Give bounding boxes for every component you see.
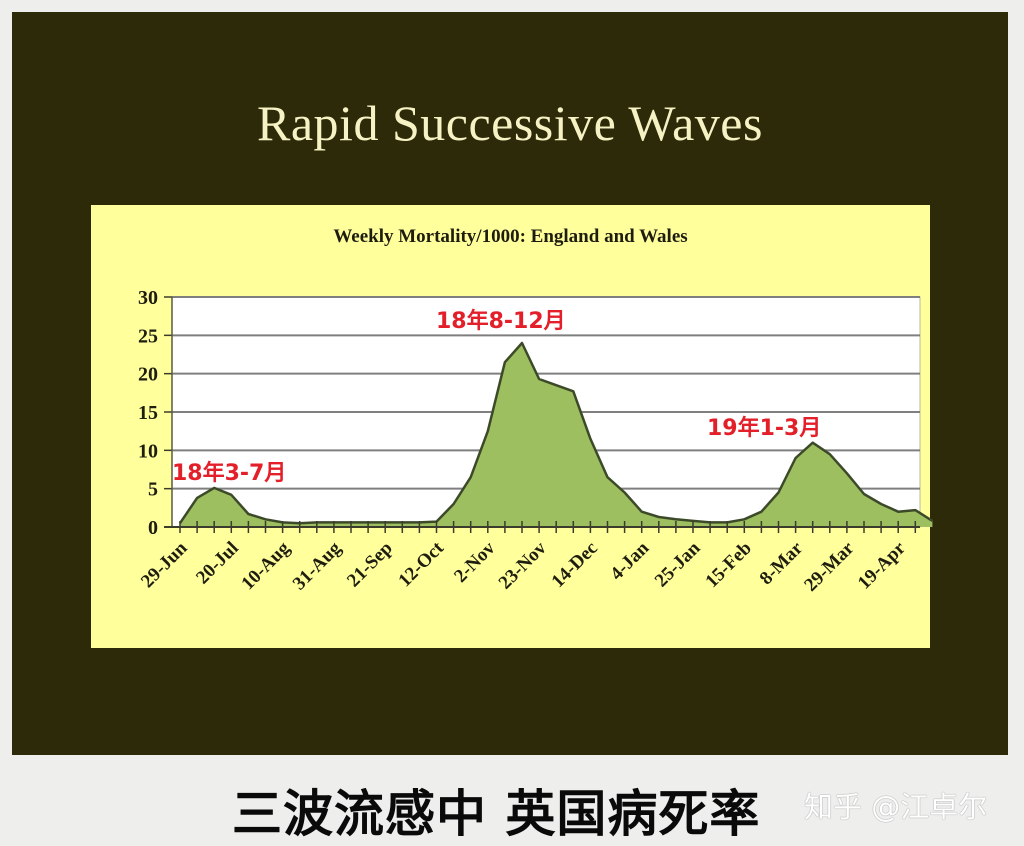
caption-bar: 三波流感中 英国病死率 知乎 @江卓尔	[0, 768, 1024, 844]
y-tick-label: 0	[148, 517, 158, 539]
mortality-area	[180, 343, 933, 527]
y-tick-label: 15	[138, 402, 158, 424]
x-tick-label: 29-Jun	[137, 537, 192, 592]
x-tick-label: 14-Dec	[548, 538, 602, 592]
x-tick-label: 2-Nov	[450, 537, 500, 587]
y-tick-label: 10	[138, 440, 158, 462]
caption-title: 三波流感中 英国病死率	[232, 785, 761, 843]
x-tick-label: 10-Aug	[237, 537, 294, 594]
y-tick-label: 20	[138, 364, 158, 386]
y-tick-label: 30	[138, 287, 158, 309]
x-tick-label: 23-Nov	[495, 537, 551, 593]
mortality-line	[178, 341, 934, 525]
x-tick-label: 31-Aug	[289, 537, 346, 594]
x-tick-label: 4-Jan	[606, 537, 653, 584]
annotation-wave-2: 18年8-12月	[436, 309, 566, 334]
x-tick-label: 25-Jan	[651, 537, 705, 591]
x-tick-label: 29-Mar	[800, 537, 859, 596]
y-tick-label: 5	[148, 479, 158, 501]
x-tick-label: 19-Apr	[854, 537, 910, 593]
annotation-wave-1: 18年3-7月	[172, 461, 287, 486]
chart-title: Weekly Mortality/1000: England and Wales	[333, 226, 688, 247]
x-tick-label: 20-Jul	[192, 538, 243, 589]
watermark: 知乎 @江卓尔	[804, 790, 988, 824]
x-tick-label: 12-Oct	[394, 537, 448, 591]
annotation-wave-3: 19年1-3月	[707, 416, 822, 441]
slide-title: Rapid Successive Waves	[257, 95, 763, 151]
x-tick-label: 15-Feb	[701, 538, 755, 592]
x-tick-label: 21-Sep	[343, 538, 397, 592]
y-tick-label: 25	[138, 325, 158, 347]
